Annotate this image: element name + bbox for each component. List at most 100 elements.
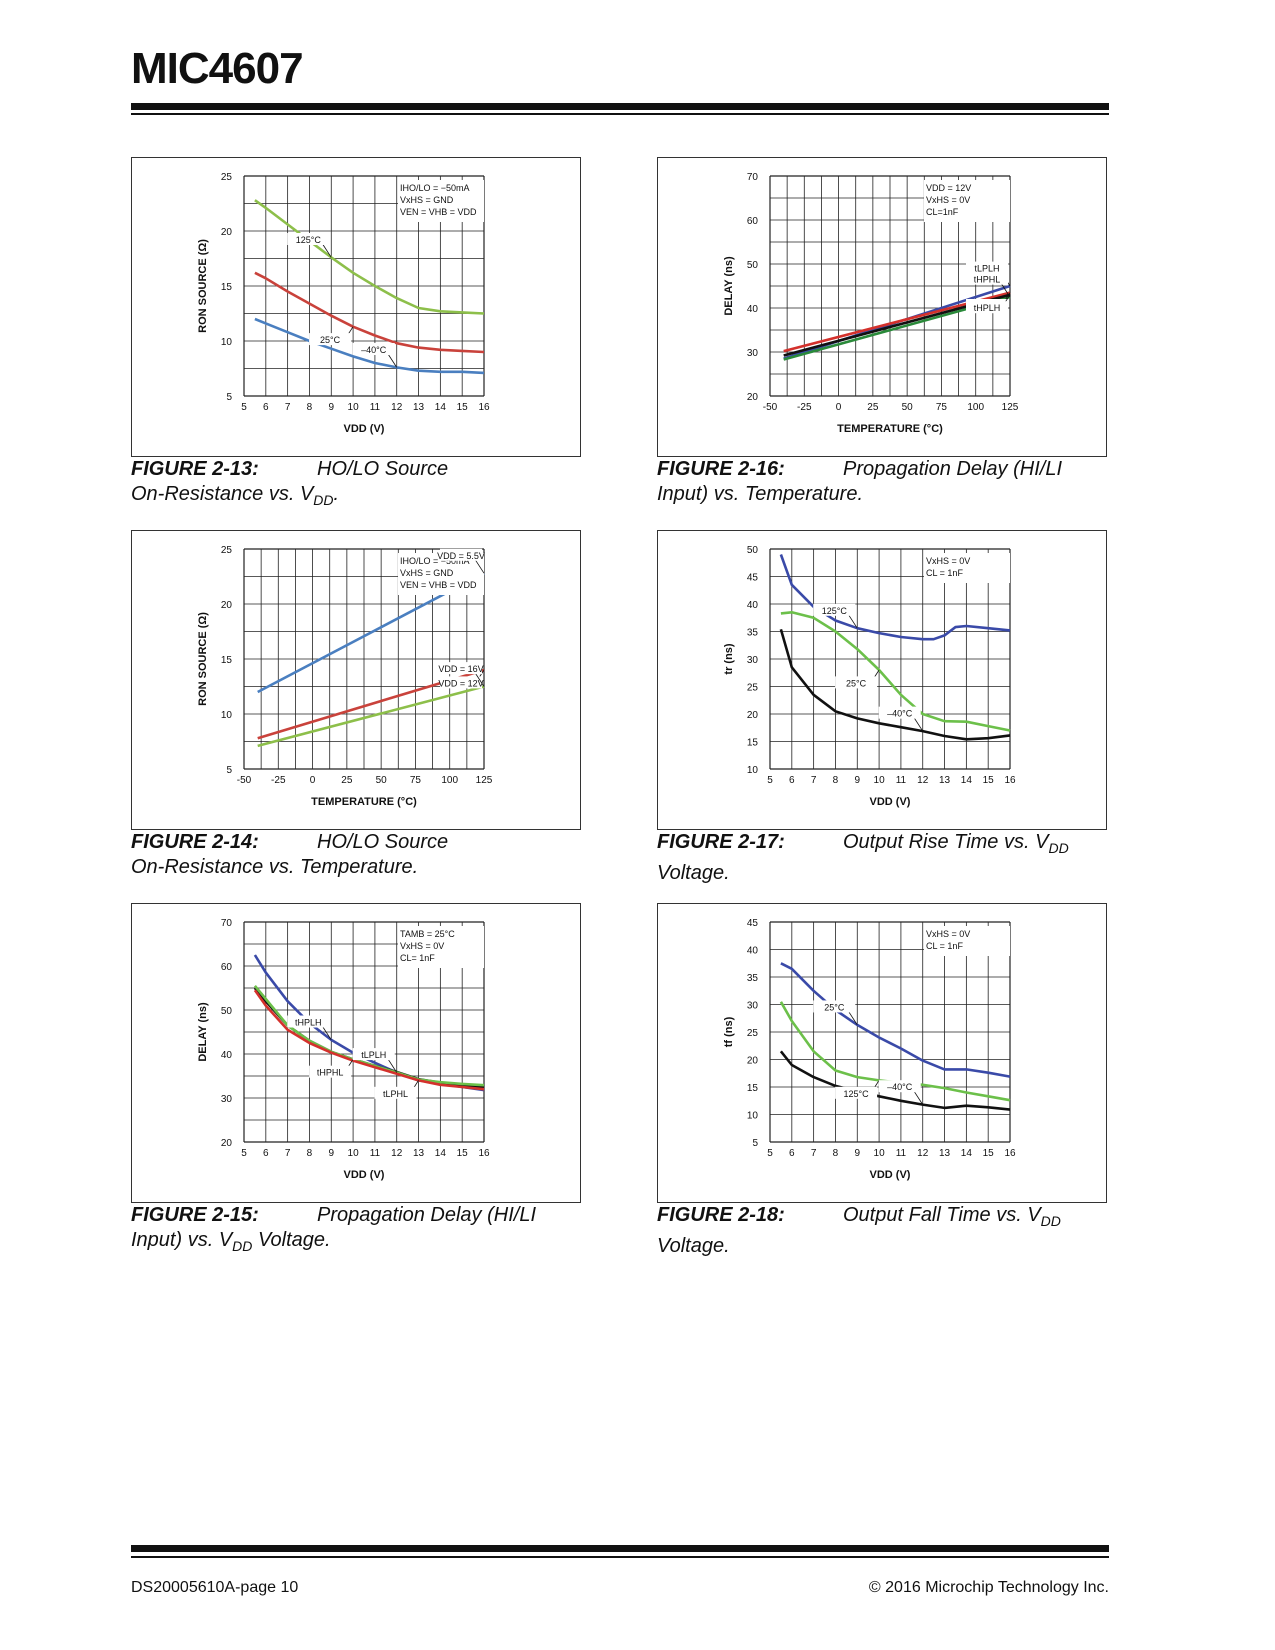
caption-label: FIGURE 2-17: bbox=[657, 831, 785, 853]
x-tick-label: 14 bbox=[435, 1148, 447, 1159]
y-tick-label: 10 bbox=[221, 710, 233, 721]
y-tick-label: 40 bbox=[747, 600, 759, 611]
y-tick-label: 20 bbox=[747, 392, 759, 403]
y-tick-label: 20 bbox=[221, 600, 233, 611]
caption-line1: Output Rise Time vs. V bbox=[843, 831, 1049, 853]
caption-figure-2-18: FIGURE 2-18: Output Fall Time vs. VDD Vol… bbox=[657, 1203, 1061, 1259]
x-tick-label: -25 bbox=[797, 402, 812, 413]
x-axis-label: TEMPERATURE (°C) bbox=[311, 796, 417, 808]
annotation-background bbox=[352, 1048, 395, 1061]
conditions-background bbox=[398, 180, 484, 222]
y-tick-label: 35 bbox=[747, 628, 759, 639]
series-line bbox=[257, 685, 485, 748]
annotation-background bbox=[835, 676, 878, 689]
x-tick-label: 8 bbox=[833, 1148, 839, 1159]
header-rule-thin bbox=[131, 113, 1109, 115]
caption-line2: Voltage. bbox=[657, 862, 730, 884]
caption-line1: Propagation Delay (HI/LI bbox=[843, 458, 1063, 480]
figure-2-16-box: -50 -25 0 25 50 75 100 125 20 30 40 50 60 70 TEMPERATU… bbox=[657, 157, 1107, 457]
series-annotation: 125°C bbox=[822, 606, 848, 616]
x-axis-label: VDD (V) bbox=[870, 796, 911, 808]
x-tick-label: 11 bbox=[896, 775, 907, 786]
series-annotation: –40°C bbox=[361, 345, 387, 355]
series-line bbox=[253, 984, 485, 1087]
caption-line2: Voltage. bbox=[657, 1235, 730, 1257]
y-tick-label: 15 bbox=[221, 655, 233, 666]
x-tick-label: 15 bbox=[983, 775, 995, 786]
figure-2-17-chart: 5 6 7 8 9 10 11 12 13 14 15 16 10 15 20 25 30 35 40 45 50 VDD… bbox=[723, 545, 1016, 808]
y-axis-label: DELAY (ns) bbox=[723, 256, 735, 316]
caption-label: FIGURE 2-18: bbox=[657, 1204, 785, 1226]
x-tick-label: 10 bbox=[874, 1148, 886, 1159]
caption-subscript: DD bbox=[313, 492, 334, 508]
figure-2-14-box: -50 -25 0 25 50 75 100 125 5 10 15 20 25 TEMPERATURE … bbox=[131, 530, 581, 830]
x-axis-label: TEMPERATURE (°C) bbox=[837, 423, 943, 435]
caption-subscript: DD bbox=[1040, 1213, 1061, 1229]
caption-figure-2-14: FIGURE 2-14: HO/LO Source On-Resistance v… bbox=[131, 830, 448, 880]
series-line bbox=[254, 271, 485, 354]
x-tick-label: 14 bbox=[435, 402, 447, 413]
annotation-background bbox=[287, 1015, 330, 1028]
x-tick-label: 15 bbox=[983, 1148, 995, 1159]
caption-label: FIGURE 2-13: bbox=[131, 458, 259, 480]
x-tick-label: 7 bbox=[811, 775, 817, 786]
y-tick-label: 5 bbox=[752, 1138, 758, 1149]
x-tick-label: 13 bbox=[939, 775, 951, 786]
y-tick-label: 20 bbox=[221, 227, 233, 238]
x-tick-label: 13 bbox=[939, 1148, 951, 1159]
y-tick-label: 30 bbox=[747, 655, 759, 666]
annotation-background bbox=[374, 1086, 417, 1099]
x-tick-label: 12 bbox=[917, 1148, 929, 1159]
y-tick-label: 25 bbox=[221, 172, 233, 183]
y-tick-label: 10 bbox=[221, 337, 233, 348]
x-tick-label: 8 bbox=[307, 1148, 313, 1159]
annotation-background bbox=[440, 676, 482, 689]
y-tick-label: 50 bbox=[747, 545, 759, 556]
series-annotation: VDD = 16V bbox=[438, 664, 483, 674]
series-annotation: 125°C bbox=[844, 1089, 870, 1099]
series-line bbox=[780, 611, 1011, 732]
x-tick-label: -25 bbox=[271, 775, 286, 786]
caption-figure-2-15: FIGURE 2-15: Propagation Delay (HI/LI Inp… bbox=[131, 1203, 536, 1259]
caption-label: FIGURE 2-15: bbox=[131, 1204, 259, 1226]
figure-2-14-chart: -50 -25 0 25 50 75 100 125 5 10 15 20 25 TEMPERATURE … bbox=[197, 545, 493, 808]
condition-label: VxHS = 0V bbox=[926, 195, 970, 205]
series-annotation: tLPLH bbox=[974, 264, 999, 274]
x-tick-label: 16 bbox=[1004, 775, 1016, 786]
y-tick-label: 35 bbox=[747, 973, 759, 984]
x-tick-label: 10 bbox=[874, 775, 886, 786]
series-annotation: tLPHL bbox=[383, 1089, 408, 1099]
condition-label: CL = 1nF bbox=[926, 568, 963, 578]
x-tick-label: 16 bbox=[1004, 1148, 1016, 1159]
annotation-background bbox=[878, 1080, 921, 1093]
y-tick-label: 15 bbox=[747, 738, 759, 749]
annotation-background bbox=[966, 272, 1008, 285]
caption-subscript: DD bbox=[232, 1238, 253, 1254]
series-line bbox=[253, 989, 485, 1091]
x-tick-label: 9 bbox=[854, 775, 860, 786]
caption-tail: . bbox=[333, 483, 340, 505]
y-axis-label: tr (ns) bbox=[723, 643, 735, 675]
y-tick-label: 10 bbox=[747, 1111, 759, 1122]
annotation-background bbox=[440, 548, 482, 561]
y-tick-label: 40 bbox=[747, 304, 759, 315]
conditions-background bbox=[924, 926, 1010, 956]
x-tick-label: 9 bbox=[328, 402, 334, 413]
y-tick-label: 25 bbox=[221, 545, 233, 556]
y-tick-label: 30 bbox=[747, 348, 759, 359]
x-tick-label: 75 bbox=[410, 775, 422, 786]
series-annotation: –40°C bbox=[887, 709, 913, 719]
annotation-background bbox=[966, 301, 1008, 314]
y-axis-label: DELAY (ns) bbox=[197, 1002, 209, 1062]
y-tick-label: 20 bbox=[221, 1138, 233, 1149]
caption-figure-2-13: FIGURE 2-13: HO/LO Source On-Resistance v… bbox=[131, 457, 448, 513]
annotation-background bbox=[813, 1000, 856, 1013]
annotation-background bbox=[878, 706, 921, 719]
series-annotation: 125°C bbox=[296, 235, 322, 245]
caption-line1: HO/LO Source bbox=[317, 458, 449, 480]
footer-rule-thin bbox=[131, 1556, 1109, 1558]
condition-label: CL=1nF bbox=[926, 207, 959, 217]
caption-line1: HO/LO Source bbox=[317, 831, 449, 853]
x-tick-label: 9 bbox=[328, 1148, 334, 1159]
y-tick-label: 40 bbox=[221, 1050, 233, 1061]
